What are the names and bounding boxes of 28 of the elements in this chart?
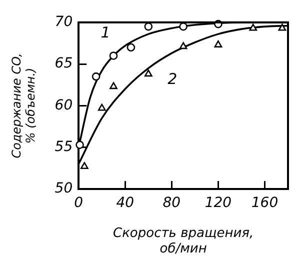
point — [80, 162, 88, 170]
x-tick-label: 40 — [116, 195, 134, 212]
x-tick-label: 80 — [162, 195, 181, 212]
x-tick-label: 0 — [74, 195, 84, 212]
point — [179, 22, 188, 31]
x-axis-title: Скорость вращения, об/мин — [112, 226, 254, 257]
y-axis-title: Содержание CO, % (объемн.) — [9, 53, 38, 158]
point — [214, 40, 222, 48]
point — [126, 43, 136, 52]
series-label: 1 — [100, 24, 110, 42]
point — [110, 82, 118, 90]
y-tick-label: 60 — [54, 97, 73, 114]
point — [92, 72, 100, 81]
point — [249, 24, 258, 31]
x-tick-label: 160 — [251, 195, 278, 212]
y-tick-label: 50 — [54, 180, 73, 197]
y-tick-label: 55 — [54, 138, 73, 155]
point — [144, 70, 152, 77]
point — [278, 24, 286, 31]
point — [98, 104, 106, 111]
x-tick-label: 120 — [204, 195, 232, 212]
point — [179, 42, 188, 50]
point — [144, 22, 153, 31]
point — [109, 52, 118, 60]
y-tick-label: 65 — [54, 56, 73, 72]
point — [76, 140, 84, 149]
series-label: 2 — [168, 70, 178, 88]
y-tick-label: 70 — [54, 14, 73, 30]
